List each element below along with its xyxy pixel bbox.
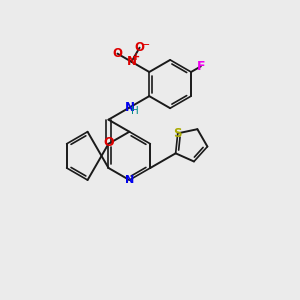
Text: O: O <box>103 136 114 149</box>
Text: −: − <box>141 40 150 50</box>
Text: H: H <box>131 106 139 116</box>
Text: N: N <box>127 55 136 68</box>
Text: N: N <box>125 175 134 185</box>
Text: S: S <box>173 127 182 140</box>
Text: +: + <box>132 52 140 62</box>
Text: O: O <box>135 41 145 54</box>
Text: O: O <box>112 47 122 60</box>
Text: F: F <box>196 60 205 73</box>
Text: N: N <box>124 101 134 114</box>
